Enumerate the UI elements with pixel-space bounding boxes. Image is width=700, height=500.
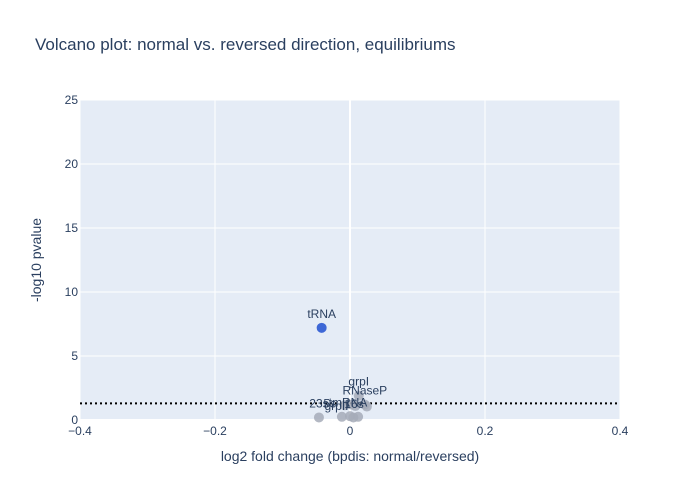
data-point xyxy=(316,322,327,333)
data-point xyxy=(350,400,361,411)
y-tick-label: 0 xyxy=(71,413,78,427)
point-label: RNaseP xyxy=(343,384,388,398)
point-label: tmRNA xyxy=(329,396,368,410)
data-points xyxy=(313,322,372,423)
x-tick-label: 0 xyxy=(347,424,354,438)
x-tick-label: −0.2 xyxy=(203,424,227,438)
data-point xyxy=(313,412,324,423)
x-tick-labels: −0.4 −0.2 0 0.2 0.4 xyxy=(68,424,629,438)
y-tick-label: 5 xyxy=(71,349,78,363)
y-tick-label: 10 xyxy=(65,285,79,299)
y-tick-labels: 0 5 10 15 20 25 xyxy=(65,93,79,427)
data-point xyxy=(336,411,347,422)
point-label: grpII xyxy=(324,399,348,413)
data-point xyxy=(361,401,372,412)
point-label: 23s xyxy=(309,396,328,410)
point-label: 5s xyxy=(323,396,336,410)
x-tick-label: −0.4 xyxy=(68,424,92,438)
chart-title: Volcano plot: normal vs. reversed direct… xyxy=(35,35,455,54)
data-point xyxy=(353,411,364,422)
data-point xyxy=(353,390,364,401)
y-tick-label: 25 xyxy=(65,93,79,107)
y-tick-label: 20 xyxy=(65,157,79,171)
y-axis-title: -log10 pvalue xyxy=(28,218,44,302)
point-label: tRNA xyxy=(307,307,336,321)
point-label: grpI xyxy=(348,375,369,389)
point-label: 16s xyxy=(344,397,363,411)
x-axis-title: log2 fold change (bpdis: normal/reversed… xyxy=(221,448,479,464)
y-tick-label: 15 xyxy=(65,221,79,235)
x-tick-label: 0.2 xyxy=(477,424,494,438)
x-tick-label: 0.4 xyxy=(612,424,629,438)
